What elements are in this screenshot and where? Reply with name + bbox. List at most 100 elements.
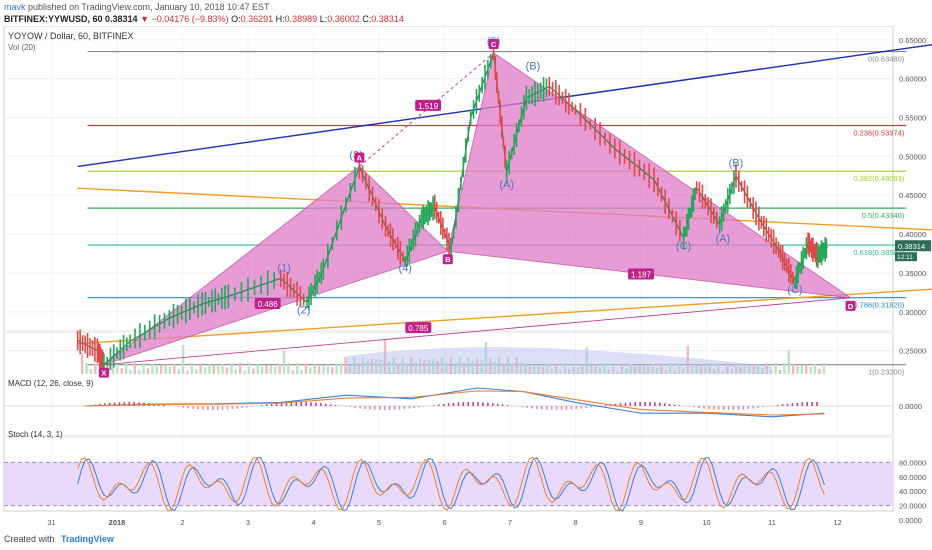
y-tick-label: 0.25000 [899, 347, 926, 356]
wave-label: (2) [297, 304, 310, 316]
volume-bar [282, 350, 286, 374]
macd-histogram-bar [624, 402, 627, 406]
volume-bar [124, 363, 128, 374]
volume-bar [168, 366, 172, 374]
volume-bar [230, 363, 233, 374]
pattern-point-marker [354, 152, 365, 163]
current-price-tag [895, 240, 931, 252]
macd-histogram-bar [261, 405, 263, 406]
macd-histogram-bar [462, 402, 465, 406]
tradingview-logo[interactable]: TradingView [61, 534, 114, 544]
pattern-point-marker [98, 367, 109, 378]
macd-histogram-bar [732, 406, 735, 410]
volume-bar [818, 368, 821, 374]
volume-bar [278, 363, 281, 374]
macd-histogram-bar [501, 404, 504, 406]
stoch-line [77, 457, 825, 512]
volume-bar [296, 363, 299, 374]
x-tick-label: 11 [768, 518, 776, 527]
stoch-tick-label: 60.0000 [899, 473, 926, 482]
macd-histogram-bar [418, 406, 420, 408]
macd-histogram-bar [457, 402, 460, 406]
macd-histogram-bar [703, 406, 705, 409]
macd-histogram-bar [487, 402, 489, 406]
volume-bar [129, 369, 132, 374]
macd-histogram-bar [251, 406, 253, 407]
close-value: 0.38314 [371, 14, 404, 24]
x-tick-label: 4 [311, 518, 315, 527]
volume-bar [133, 363, 137, 374]
macd-histogram-bar [747, 406, 750, 409]
ratio-box [254, 298, 281, 310]
volume-bar [344, 357, 347, 374]
macd-histogram-bar [197, 406, 199, 410]
macd-histogram-bar [575, 406, 578, 410]
macd-histogram-bar [752, 406, 754, 409]
x-tick-label: 6 [442, 518, 446, 527]
volume-bar [269, 365, 273, 374]
fib-level-label: 0.618(0.38587) [853, 248, 904, 257]
macd-histogram-bar [211, 406, 214, 410]
macd-histogram-bar [614, 403, 617, 406]
volume-bar [89, 368, 93, 374]
volume-bar [85, 363, 88, 374]
macd-histogram-bar [737, 406, 740, 410]
macd-histogram-bar [452, 402, 455, 406]
volume-bar [94, 363, 97, 374]
current-price-label: 0.38314 [898, 242, 925, 251]
macd-histogram-bar [413, 406, 415, 408]
macd-histogram-bar [118, 402, 121, 406]
macd-histogram-bar [403, 406, 406, 410]
volume-bar [331, 367, 334, 374]
macd-histogram-bar [727, 406, 730, 410]
volume-bar [159, 365, 163, 374]
trading-chart[interactable]: 0(0.63480) 0.236(0.53974) 0.382(0.48093) 0.… [0, 26, 932, 532]
author-link[interactable]: mavk [4, 2, 26, 12]
pattern-point-marker [488, 38, 499, 49]
macd-histogram-bar [791, 403, 794, 406]
macd-histogram-bar [491, 403, 494, 406]
pattern-point-label: X [101, 369, 106, 378]
macd-histogram-bar [393, 406, 396, 410]
macd-histogram-bar [123, 402, 126, 406]
volume-bar [151, 363, 154, 374]
macd-histogram-bar [708, 406, 710, 410]
macd-histogram-bar [467, 402, 470, 406]
volume-bar [313, 364, 316, 374]
volume-bar [335, 363, 338, 374]
fib-level-label: 0.5(0.43340) [862, 211, 905, 220]
wave-label: (B) [729, 157, 744, 169]
macd-histogram-bar [693, 406, 695, 408]
volume-bar [326, 364, 330, 374]
x-tick-label: 7 [508, 518, 512, 527]
macd-histogram-bar [231, 406, 234, 410]
stoch-band [4, 462, 893, 506]
macd-histogram-bar [408, 406, 411, 409]
macd-histogram-bar [678, 405, 681, 406]
macd-histogram-bar [496, 403, 499, 406]
volume-bar [173, 363, 176, 374]
macd-histogram-bar [521, 406, 524, 408]
volume-bar [260, 366, 264, 374]
ratio-label: 0.785 [408, 324, 429, 333]
ratio-box [628, 268, 654, 280]
macd-histogram-bar [216, 406, 219, 410]
countdown-label: 12:11 [897, 254, 913, 261]
macd-histogram-bar [604, 405, 607, 406]
volume-bar [287, 363, 290, 374]
macd-histogram-bar [364, 406, 366, 409]
volume-bar [199, 363, 202, 374]
volume-bar [322, 365, 325, 374]
published-text: published on TradingView.com, January 10… [28, 2, 270, 12]
macd-histogram-bar [536, 406, 538, 410]
volume-bar [787, 350, 790, 374]
macd-histogram-bar [133, 402, 135, 406]
macd-histogram-bar [275, 403, 278, 406]
macd-histogram-bar [128, 402, 131, 406]
volume-bar [80, 353, 84, 374]
macd-histogram-bar [673, 404, 676, 406]
volume-bar [252, 368, 255, 374]
stoch-line [77, 456, 825, 512]
macd-histogram-bar [349, 406, 352, 408]
volume-bar [203, 367, 207, 374]
